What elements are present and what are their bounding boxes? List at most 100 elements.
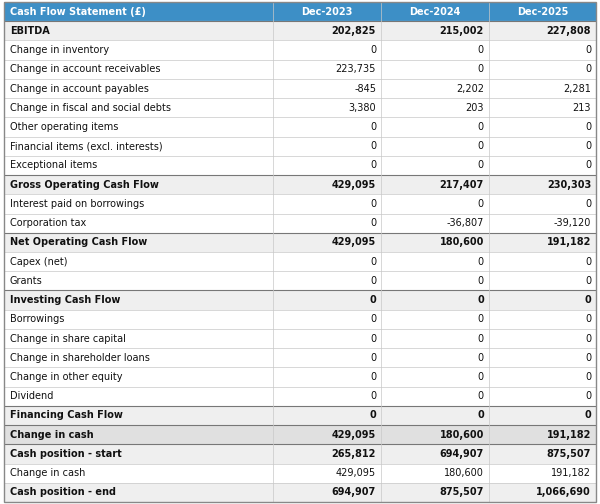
Bar (4, 137, 596, 156)
Text: 0: 0 (370, 218, 376, 228)
Text: 213: 213 (572, 103, 591, 113)
Text: 0: 0 (370, 122, 376, 132)
Text: 0: 0 (478, 353, 484, 363)
Text: 0: 0 (370, 257, 376, 267)
Text: 875,507: 875,507 (547, 449, 591, 459)
Bar (4, 175, 596, 195)
Text: 203: 203 (466, 103, 484, 113)
Text: 0: 0 (370, 276, 376, 286)
Text: 217,407: 217,407 (440, 180, 484, 190)
Text: 429,095: 429,095 (336, 468, 376, 478)
Text: 223,735: 223,735 (336, 65, 376, 74)
Text: 0: 0 (478, 122, 484, 132)
Bar (4, 214, 596, 233)
Text: 1,066,690: 1,066,690 (536, 487, 591, 497)
Text: 0: 0 (585, 257, 591, 267)
Text: Grants: Grants (10, 276, 43, 286)
Text: 0: 0 (477, 410, 484, 420)
Text: Financial items (excl. interests): Financial items (excl. interests) (10, 141, 163, 151)
Text: Financing Cash Flow: Financing Cash Flow (10, 410, 123, 420)
Bar (4, 445, 596, 464)
Text: 0: 0 (370, 199, 376, 209)
Bar (4, 117, 596, 137)
Text: 875,507: 875,507 (439, 487, 484, 497)
Text: 0: 0 (585, 372, 591, 382)
Text: 0: 0 (585, 45, 591, 55)
Text: 0: 0 (478, 199, 484, 209)
Text: 202,825: 202,825 (332, 26, 376, 36)
Text: 0: 0 (478, 276, 484, 286)
Text: 180,600: 180,600 (444, 468, 484, 478)
Bar (4, 483, 596, 502)
Text: 2,281: 2,281 (563, 84, 591, 94)
Text: 0: 0 (370, 295, 376, 305)
Text: 0: 0 (478, 334, 484, 344)
Text: Change in fiscal and social debts: Change in fiscal and social debts (10, 103, 171, 113)
Text: Change in cash: Change in cash (10, 468, 85, 478)
Bar (4, 367, 596, 387)
Text: 0: 0 (585, 199, 591, 209)
Text: 0: 0 (585, 276, 591, 286)
Text: 265,812: 265,812 (332, 449, 376, 459)
Text: Borrowings: Borrowings (10, 314, 64, 324)
Text: 0: 0 (370, 410, 376, 420)
Text: 0: 0 (478, 141, 484, 151)
Text: Capex (net): Capex (net) (10, 257, 67, 267)
Text: 0: 0 (478, 160, 484, 170)
Text: Net Operating Cash Flow: Net Operating Cash Flow (10, 237, 147, 247)
Text: 0: 0 (585, 122, 591, 132)
Text: 0: 0 (584, 295, 591, 305)
Text: 230,303: 230,303 (547, 180, 591, 190)
Text: 0: 0 (585, 391, 591, 401)
Text: Cash Flow Statement (£): Cash Flow Statement (£) (10, 7, 146, 17)
Bar (4, 79, 596, 98)
Bar (4, 21, 596, 40)
Text: 191,182: 191,182 (547, 430, 591, 439)
Text: 0: 0 (585, 314, 591, 324)
Text: 0: 0 (585, 141, 591, 151)
Text: -39,120: -39,120 (554, 218, 591, 228)
Text: Change in account receivables: Change in account receivables (10, 65, 161, 74)
Text: 0: 0 (370, 160, 376, 170)
Text: Cash position - start: Cash position - start (10, 449, 122, 459)
Text: 0: 0 (370, 314, 376, 324)
Text: 429,095: 429,095 (332, 180, 376, 190)
Text: Exceptional items: Exceptional items (10, 160, 97, 170)
Text: Other operating items: Other operating items (10, 122, 118, 132)
Bar (4, 309, 596, 329)
Text: Dec-2024: Dec-2024 (409, 7, 461, 17)
Text: Dividend: Dividend (10, 391, 53, 401)
Text: 0: 0 (478, 391, 484, 401)
Bar (4, 2, 596, 21)
Text: 0: 0 (584, 410, 591, 420)
Text: 0: 0 (478, 65, 484, 74)
Text: EBITDA: EBITDA (10, 26, 50, 36)
Text: Change in other equity: Change in other equity (10, 372, 122, 382)
Text: Interest paid on borrowings: Interest paid on borrowings (10, 199, 144, 209)
Text: 429,095: 429,095 (332, 237, 376, 247)
Text: 180,600: 180,600 (439, 430, 484, 439)
Bar (4, 59, 596, 79)
Text: 0: 0 (370, 141, 376, 151)
Bar (4, 40, 596, 59)
Text: 0: 0 (370, 372, 376, 382)
Bar (4, 195, 596, 214)
Text: 694,907: 694,907 (332, 487, 376, 497)
Text: Change in inventory: Change in inventory (10, 45, 109, 55)
Text: 0: 0 (370, 334, 376, 344)
Text: 0: 0 (478, 45, 484, 55)
Text: Corporation tax: Corporation tax (10, 218, 86, 228)
Text: 3,380: 3,380 (349, 103, 376, 113)
Text: 0: 0 (370, 45, 376, 55)
Bar (4, 387, 596, 406)
Bar (4, 406, 596, 425)
Bar (4, 252, 596, 271)
Bar (4, 98, 596, 117)
Bar (4, 464, 596, 483)
Text: 0: 0 (585, 160, 591, 170)
Text: Investing Cash Flow: Investing Cash Flow (10, 295, 121, 305)
Text: 0: 0 (370, 391, 376, 401)
Bar (4, 348, 596, 367)
Text: 191,182: 191,182 (551, 468, 591, 478)
Text: 0: 0 (478, 257, 484, 267)
